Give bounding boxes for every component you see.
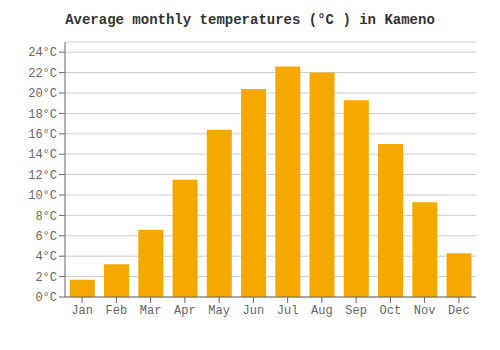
svg-text:Jun: Jun (243, 304, 265, 318)
svg-text:0°C: 0°C (35, 291, 57, 305)
svg-text:14°C: 14°C (28, 148, 57, 162)
html-text:Average monthly temperatures (: Average monthly temperatures (°C ) in Ka… (65, 12, 435, 28)
svg-text:20°C: 20°C (28, 87, 57, 101)
svg-text:12°C: 12°C (28, 169, 57, 183)
svg-text:18°C: 18°C (28, 108, 57, 122)
svg-text:Sep: Sep (345, 304, 367, 318)
svg-text:Nov: Nov (414, 304, 436, 318)
svg-text:2°C: 2°C (35, 271, 57, 285)
svg-text:Apr: Apr (174, 304, 196, 318)
svg-text:Dec: Dec (448, 304, 470, 318)
svg-text:Jan: Jan (71, 304, 93, 318)
svg-text:8°C: 8°C (35, 210, 57, 224)
svg-text:Aug: Aug (311, 304, 333, 318)
svg-text:24°C: 24°C (28, 46, 57, 60)
svg-text:Feb: Feb (106, 304, 128, 318)
svg-text:Mar: Mar (140, 304, 162, 318)
svg-text:16°C: 16°C (28, 128, 57, 142)
svg-text:Oct: Oct (380, 304, 402, 318)
svg-text:May: May (208, 304, 230, 318)
svg-text:10°C: 10°C (28, 189, 57, 203)
svg-text:22°C: 22°C (28, 67, 57, 81)
svg-text:6°C: 6°C (35, 230, 57, 244)
svg-text:4°C: 4°C (35, 250, 57, 264)
svg-text:Jul: Jul (277, 304, 299, 318)
